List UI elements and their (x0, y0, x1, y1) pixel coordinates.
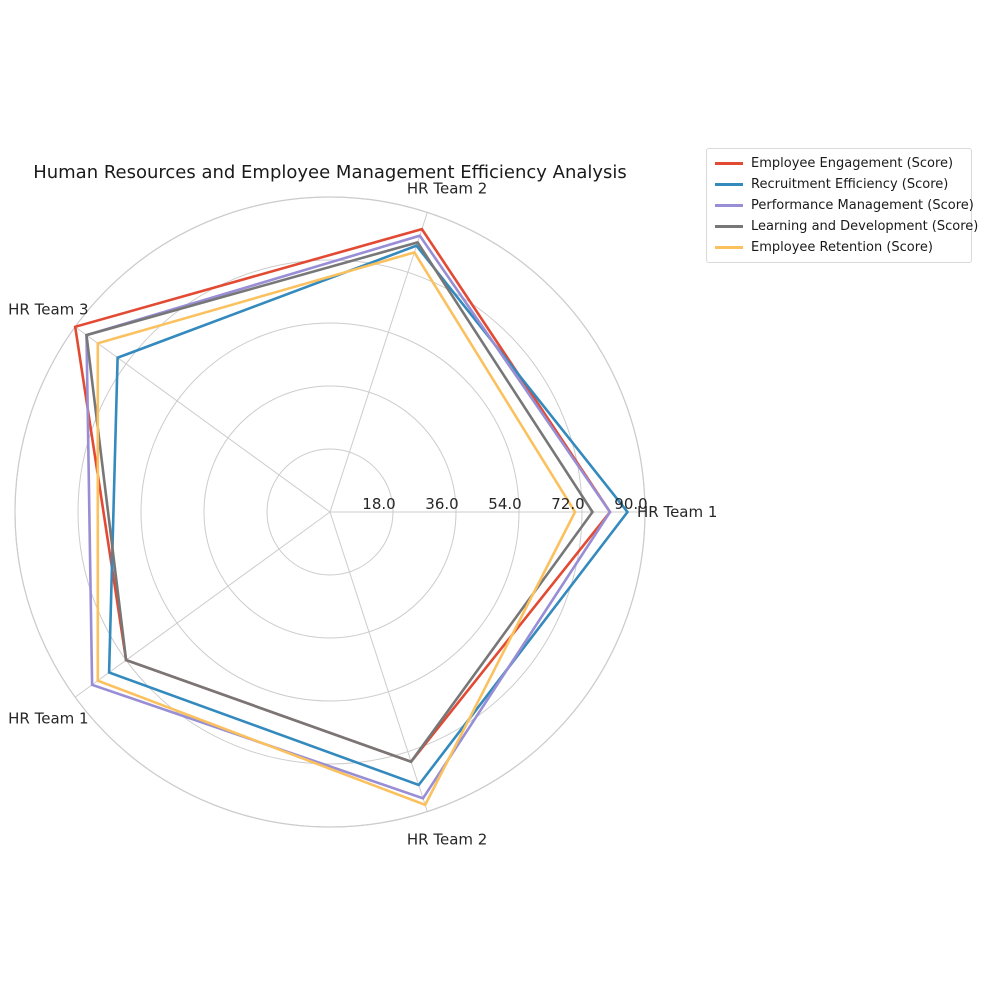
r-tick-label: 18.0 (362, 495, 395, 513)
r-tick-label: 36.0 (425, 495, 458, 513)
radar-series (75, 229, 627, 805)
legend-swatch (715, 225, 743, 228)
legend-swatch (715, 183, 743, 186)
legend-label: Performance Management (Score) (751, 198, 974, 213)
axis-label: HR Team 1 (637, 503, 717, 521)
legend-item: Recruitment Efficiency (Score) (715, 174, 963, 195)
legend-item: Employee Retention (Score) (715, 237, 963, 258)
legend-label: Employee Engagement (Score) (751, 156, 953, 171)
series-line-3 (87, 236, 611, 799)
legend-item: Performance Management (Score) (715, 195, 963, 216)
legend-swatch (715, 204, 743, 207)
legend-swatch (715, 246, 743, 249)
grid-spoke (330, 512, 427, 812)
legend-swatch (715, 162, 743, 165)
legend-label: Employee Retention (Score) (751, 240, 933, 255)
axis-label: HR Team 1 (8, 710, 88, 728)
r-tick-label: 72.0 (551, 495, 584, 513)
axis-label: HR Team 2 (407, 831, 487, 849)
legend-label: Learning and Development (Score) (751, 219, 978, 234)
chart-title: Human Resources and Employee Management … (33, 162, 627, 183)
legend-item: Employee Engagement (Score) (715, 153, 963, 174)
chart-legend: Employee Engagement (Score) Recruitment E… (706, 148, 972, 263)
legend-label: Recruitment Efficiency (Score) (751, 177, 948, 192)
series-line-1 (75, 229, 610, 762)
axis-label: HR Team 3 (8, 300, 88, 318)
legend-item: Learning and Development (Score) (715, 216, 963, 237)
series-line-5 (98, 252, 575, 805)
r-tick-label: 54.0 (488, 495, 521, 513)
